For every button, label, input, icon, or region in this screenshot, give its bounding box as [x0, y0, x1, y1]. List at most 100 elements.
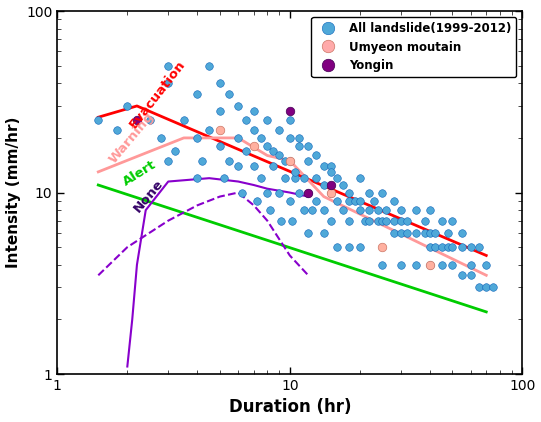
Point	[312, 152, 321, 159]
Point	[242, 117, 250, 124]
Point	[242, 147, 250, 154]
Point	[390, 197, 398, 204]
Point	[397, 230, 405, 236]
Point	[205, 127, 214, 134]
Point	[412, 207, 420, 214]
Point	[312, 175, 321, 181]
Point	[234, 103, 242, 109]
Point	[275, 152, 283, 159]
Point	[300, 175, 308, 181]
Point	[365, 189, 374, 196]
Point	[249, 127, 258, 134]
Text: Alert: Alert	[121, 158, 159, 189]
Point	[420, 230, 429, 236]
Point	[390, 217, 398, 224]
Point	[382, 207, 391, 214]
Point	[286, 157, 294, 164]
Point	[412, 230, 420, 236]
Point	[249, 162, 258, 169]
Point	[234, 162, 242, 169]
Point	[295, 135, 304, 141]
Point	[326, 217, 335, 224]
Point	[304, 189, 313, 196]
Point	[345, 244, 353, 251]
Point	[308, 207, 316, 214]
Point	[249, 108, 258, 115]
Point	[256, 175, 265, 181]
Point	[123, 103, 131, 109]
Point	[437, 261, 446, 268]
Point	[263, 117, 272, 124]
Legend: All landslide(1999-2012), Umyeon moutain, Yongin: All landslide(1999-2012), Umyeon moutain…	[312, 17, 516, 77]
Point	[412, 261, 420, 268]
Point	[249, 143, 258, 149]
Point	[164, 80, 173, 87]
Point	[430, 244, 439, 251]
Point	[444, 230, 452, 236]
Point	[326, 189, 335, 196]
Point	[263, 143, 272, 149]
Point	[312, 197, 321, 204]
Point	[198, 157, 207, 164]
Point	[339, 181, 348, 188]
Point	[365, 217, 374, 224]
Point	[326, 181, 335, 188]
Point	[286, 197, 294, 204]
Point	[333, 244, 341, 251]
Point	[425, 207, 434, 214]
Point	[94, 117, 103, 124]
Point	[286, 135, 294, 141]
Point	[360, 217, 369, 224]
Point	[164, 157, 173, 164]
Point	[326, 168, 335, 175]
Point	[280, 157, 289, 164]
Point	[295, 189, 304, 196]
Point	[215, 127, 224, 134]
Point	[350, 197, 359, 204]
Point	[269, 162, 278, 169]
Point	[193, 135, 202, 141]
Point	[326, 189, 335, 196]
Point	[266, 207, 274, 214]
Text: Warning: Warning	[107, 110, 157, 166]
Point	[397, 217, 405, 224]
Point	[287, 217, 296, 224]
Text: None: None	[131, 177, 166, 215]
Point	[252, 197, 261, 204]
Point	[345, 189, 353, 196]
Point	[286, 108, 294, 115]
Point	[397, 261, 405, 268]
Point	[319, 181, 328, 188]
Point	[378, 217, 387, 224]
Point	[113, 127, 121, 134]
Point	[448, 261, 457, 268]
Point	[355, 197, 364, 204]
Point	[326, 162, 335, 169]
Point	[304, 143, 313, 149]
Point	[444, 244, 452, 251]
Point	[437, 244, 446, 251]
Point	[365, 207, 374, 214]
Point	[333, 175, 341, 181]
Point	[319, 207, 328, 214]
Point	[286, 117, 294, 124]
Point	[304, 189, 313, 196]
Point	[193, 90, 202, 97]
Point	[215, 108, 224, 115]
Point	[180, 117, 188, 124]
Point	[291, 175, 299, 181]
Point	[370, 197, 378, 204]
Point	[448, 217, 457, 224]
Point	[458, 272, 466, 279]
Point	[205, 62, 214, 69]
Point	[225, 157, 234, 164]
X-axis label: Duration (hr): Duration (hr)	[228, 398, 351, 417]
Point	[403, 230, 412, 236]
Point	[225, 90, 234, 97]
Point	[403, 217, 412, 224]
Point	[215, 143, 224, 149]
Point	[425, 261, 434, 268]
Point	[466, 272, 475, 279]
Point	[466, 244, 475, 251]
Point	[355, 175, 364, 181]
